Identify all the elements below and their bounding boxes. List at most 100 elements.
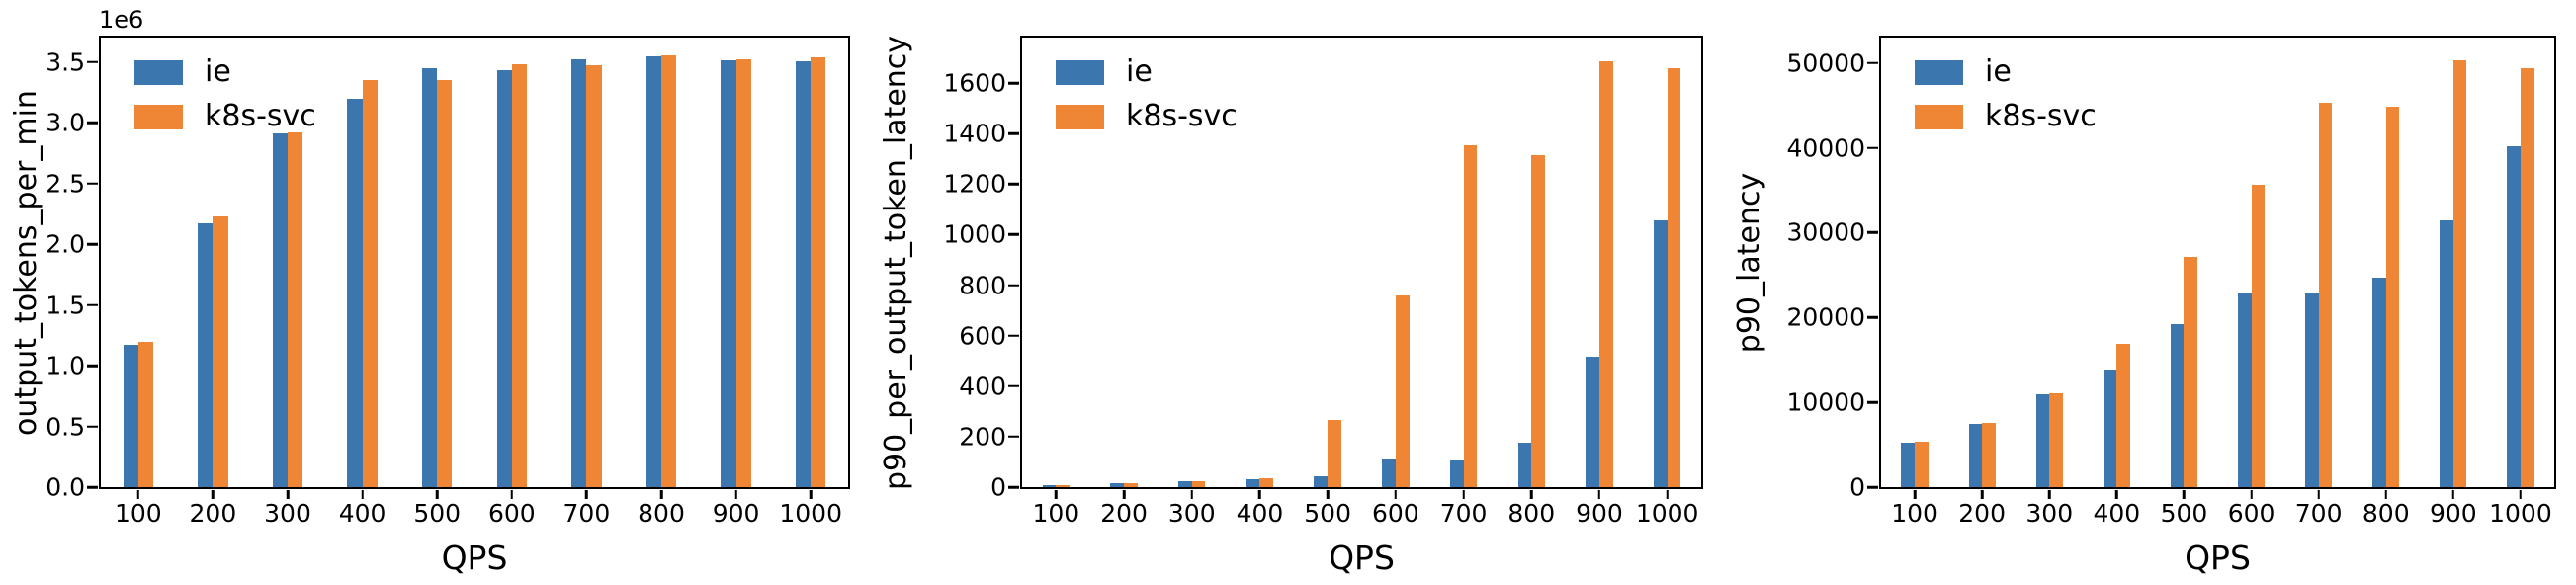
x-tick-label: 500 xyxy=(2160,499,2208,528)
bar-ie-qps-1000 xyxy=(1653,220,1668,487)
legend-swatch-k8s-svc xyxy=(1915,104,1963,129)
legend-swatch-ie xyxy=(1915,59,1963,85)
bar-k8s-svc-qps-400 xyxy=(362,80,378,487)
legend-item-k8s-svc: k8s-svc xyxy=(1915,102,2097,131)
legend: ie k8s-svc xyxy=(1056,57,1238,131)
x-tick-mark xyxy=(510,489,514,499)
x-axis-label: QPS xyxy=(441,539,508,577)
x-tick-mark xyxy=(2048,489,2051,499)
chart-p90-latency: p90_latency 0 10000 20000 30000 40000 50000 10… xyxy=(1723,0,2576,585)
x-tick-mark xyxy=(1122,489,1126,499)
x-tick-label: 400 xyxy=(2093,499,2141,528)
y-tick-mark xyxy=(1008,384,1019,387)
y-axis-label: output_tokens_per_min xyxy=(9,89,44,436)
y-tick-mark xyxy=(1008,131,1019,135)
bar-k8s-svc-qps-1000 xyxy=(811,56,826,487)
x-tick-mark xyxy=(1530,489,1533,499)
y-tick-mark xyxy=(87,303,98,306)
plot-area: 0 200 400 600 800 1000 1200 1400 1600 100 200 300 40… xyxy=(943,36,1703,526)
x-tick-label: 900 xyxy=(2429,499,2477,528)
y-tick-label: 1.0 xyxy=(45,351,85,380)
y-tick-label: 0.5 xyxy=(45,412,85,441)
bar-ie-qps-800 xyxy=(1517,443,1532,487)
legend-item-ie: ie xyxy=(134,57,316,87)
y-axis-label: p90_per_output_token_latency xyxy=(879,35,913,490)
bar-k8s-svc-qps-200 xyxy=(1124,483,1138,487)
bar-ie-qps-300 xyxy=(272,133,288,487)
bar-ie-qps-700 xyxy=(2305,293,2319,487)
y-tick-mark xyxy=(87,485,98,489)
y-tick-label: 0.0 xyxy=(45,472,85,502)
x-tick-label: 800 xyxy=(638,499,685,528)
y-tick-label: 3.5 xyxy=(45,47,85,77)
x-tick-label: 900 xyxy=(1576,499,1623,528)
y-tick-label: 3.0 xyxy=(45,108,85,137)
legend-item-ie: ie xyxy=(1915,57,2097,87)
legend-item-k8s-svc: k8s-svc xyxy=(134,102,316,131)
x-tick-label: 900 xyxy=(712,499,760,528)
y-tick-mark xyxy=(87,242,98,246)
chart-output-tokens-per-min: 1e6 output_tokens_per_min 0.0 0.5 1.0 1.5 2.… xyxy=(0,0,870,585)
bar-k8s-svc-qps-800 xyxy=(1531,154,1545,487)
bar-ie-qps-400 xyxy=(347,98,363,487)
bar-k8s-svc-qps-400 xyxy=(1259,478,1274,487)
x-tick-mark xyxy=(2317,489,2320,499)
bar-ie-qps-200 xyxy=(1968,424,1983,487)
x-tick-label: 100 xyxy=(1891,499,1938,528)
x-tick-mark xyxy=(1326,489,1330,499)
x-tick-label: 500 xyxy=(1304,499,1351,528)
x-tick-mark xyxy=(1666,489,1669,499)
y-tick-label: 400 xyxy=(959,372,1006,401)
y-tick-label: 40000 xyxy=(1786,133,1865,163)
bar-k8s-svc-qps-300 xyxy=(288,131,303,487)
bar-k8s-svc-qps-200 xyxy=(1982,422,1996,487)
x-tick-label: 500 xyxy=(413,499,462,528)
x-tick-mark xyxy=(585,489,588,499)
bar-ie-qps-100 xyxy=(123,345,138,487)
x-tick-mark xyxy=(286,489,290,499)
y-tick-mark xyxy=(87,364,98,368)
x-tick-mark xyxy=(2384,489,2387,499)
legend-label: ie xyxy=(1985,54,2012,89)
legend-label: k8s-svc xyxy=(1126,99,1238,133)
bar-k8s-svc-qps-500 xyxy=(437,80,453,487)
y-tick-label: 1400 xyxy=(943,119,1006,148)
bar-k8s-svc-qps-1000 xyxy=(2520,67,2534,487)
y-axis-label: p90_latency xyxy=(1732,172,1767,353)
bar-k8s-svc-qps-500 xyxy=(1328,419,1341,487)
x-tick-mark xyxy=(361,489,364,499)
y-tick-mark xyxy=(1008,233,1019,236)
x-tick-label: 100 xyxy=(1032,499,1080,528)
y-tick-mark xyxy=(1867,231,1878,234)
x-tick-label: 1000 xyxy=(779,499,842,528)
x-tick-mark xyxy=(1258,489,1261,499)
x-tick-mark xyxy=(2115,489,2118,499)
bar-k8s-svc-qps-900 xyxy=(2452,60,2467,487)
x-tick-label: 200 xyxy=(1100,499,1148,528)
bar-k8s-svc-qps-300 xyxy=(1191,481,1206,487)
bar-k8s-svc-qps-1000 xyxy=(1667,67,1681,487)
plot-area: 0.0 0.5 1.0 1.5 2.0 2.5 3.0 3.5 100 200 300 400 500 6… xyxy=(45,36,850,526)
y-tick-label: 1600 xyxy=(943,68,1006,98)
y-tick-label: 30000 xyxy=(1786,217,1865,247)
bar-ie-qps-600 xyxy=(496,70,512,487)
x-tick-mark xyxy=(1980,489,1984,499)
bar-ie-qps-800 xyxy=(645,56,661,487)
bar-k8s-svc-qps-100 xyxy=(1056,484,1071,487)
bar-ie-qps-900 xyxy=(721,60,736,487)
x-tick-label: 1000 xyxy=(1635,499,1699,528)
y-tick-mark xyxy=(1867,61,1878,64)
legend-swatch-ie xyxy=(1056,59,1104,85)
x-tick-label: 300 xyxy=(2025,499,2074,528)
bar-k8s-svc-qps-800 xyxy=(661,54,677,487)
y-tick-label: 0 xyxy=(1849,472,1865,502)
bar-ie-qps-300 xyxy=(2035,394,2050,487)
x-tick-label: 600 xyxy=(487,499,536,528)
x-tick-label: 700 xyxy=(562,499,611,528)
bar-ie-qps-200 xyxy=(198,223,214,487)
bar-k8s-svc-qps-100 xyxy=(137,342,153,487)
x-tick-mark xyxy=(2451,489,2455,499)
y-tick-mark xyxy=(1008,485,1019,489)
legend-label: k8s-svc xyxy=(205,99,316,133)
